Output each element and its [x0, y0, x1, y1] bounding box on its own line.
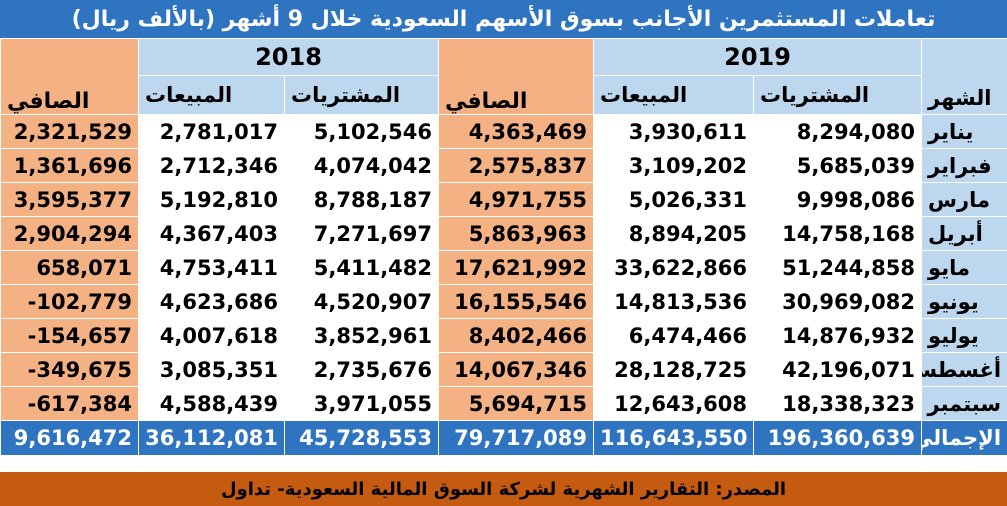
table-row: أبريل 14,758,168 8,894,205 5,863,963 7,271,6…	[0, 216, 1007, 251]
table-row: مايو 51,244,858 33,622,866 17,621,992 5,411,…	[0, 250, 1007, 285]
sales-2019-cell: 3,930,611	[593, 114, 755, 149]
purchases-2018-cell: 5,102,546	[284, 114, 440, 149]
sales-2019-cell: 28,128,725	[593, 352, 755, 387]
purchases-2019-header: المشتريات	[753, 75, 923, 115]
purchases-2018-cell: 2,735,676	[284, 352, 440, 387]
sales-2018-cell: 5,192,810	[137, 182, 286, 217]
purchases-2018-cell: 8,788,187	[284, 182, 440, 217]
net-2019-cell: 8,402,466	[438, 318, 595, 353]
table-row: يونيو 30,969,082 14,813,536 16,155,546 4,520…	[0, 284, 1007, 319]
net-2019-cell: 16,155,546	[438, 284, 595, 319]
sales-2018-header: المبيعات	[137, 75, 286, 115]
net-2019-header: الصافي	[438, 38, 595, 115]
sales-2018-cell: 2,781,017	[137, 114, 286, 149]
purchases-2019-cell: 51,244,858	[753, 250, 923, 285]
source-footer: المصدر: التقارير الشهرية لشركة السوق الم…	[0, 472, 1007, 506]
net-2018-cell: -349,675	[0, 352, 139, 387]
purchases-2018-cell: 4,074,042	[284, 148, 440, 183]
purchases-2019-cell: 14,876,932	[753, 318, 923, 353]
total-net-2018-cell: 9,616,472	[0, 420, 139, 456]
total-purchases-2018-cell: 45,728,553	[284, 420, 440, 456]
purchases-2018-cell: 3,852,961	[284, 318, 440, 353]
sales-2019-cell: 14,813,536	[593, 284, 755, 319]
table-row: مارس 9,998,086 5,026,331 4,971,755 8,788,187…	[0, 182, 1007, 217]
total-label-cell: الإجمالي	[921, 420, 1007, 456]
total-net-2019-cell: 79,717,089	[438, 420, 595, 456]
foreign-investors-table: الشهر 2019 الصافي 2018 الصافي المشتريات …	[0, 38, 1007, 456]
sales-2018-cell: 4,623,686	[137, 284, 286, 319]
net-2019-cell: 5,694,715	[438, 386, 595, 421]
net-2019-cell: 14,067,346	[438, 352, 595, 387]
sales-2019-header: المبيعات	[593, 75, 755, 115]
month-column-header: الشهر	[921, 38, 1007, 115]
report-title: تعاملات المستثمرين الأجانب بسوق الأسهم ا…	[0, 0, 1007, 38]
purchases-2018-cell: 3,971,055	[284, 386, 440, 421]
subheader-row: المشتريات المبيعات المشتريات المبيعات	[1, 75, 1007, 115]
net-2018-cell: 2,904,294	[0, 216, 139, 251]
net-2018-cell: 3,595,377	[0, 182, 139, 217]
year-header-row: الشهر 2019 الصافي 2018 الصافي	[0, 38, 1007, 115]
table-row: يوليو 14,876,932 6,474,466 8,402,466 3,852,9…	[0, 318, 1007, 353]
net-2018-cell: 2,321,529	[0, 114, 139, 149]
total-sales-2018-cell: 36,112,081	[137, 420, 286, 456]
sales-2019-cell: 3,109,202	[593, 148, 755, 183]
year-2018-header: 2018	[137, 38, 440, 76]
sales-2019-cell: 8,894,205	[593, 216, 755, 251]
net-2018-cell: -617,384	[0, 386, 139, 421]
month-cell: أغسطس	[921, 352, 1007, 387]
month-cell: يناير	[921, 114, 1007, 149]
sales-2018-cell: 2,712,346	[137, 148, 286, 183]
month-cell: يوليو	[921, 318, 1007, 353]
net-2019-cell: 4,971,755	[438, 182, 595, 217]
net-2018-cell: 658,071	[0, 250, 139, 285]
table-row: فبراير 5,685,039 3,109,202 2,575,837 4,074,0…	[0, 148, 1007, 183]
total-purchases-2019-cell: 196,360,639	[753, 420, 923, 456]
purchases-2018-cell: 5,411,482	[284, 250, 440, 285]
sales-2019-cell: 33,622,866	[593, 250, 755, 285]
month-cell: فبراير	[921, 148, 1007, 183]
purchases-2019-cell: 14,758,168	[753, 216, 923, 251]
month-cell: مارس	[921, 182, 1007, 217]
table-row: يناير 8,294,080 3,930,611 4,363,469 5,102,54…	[0, 114, 1007, 149]
purchases-2018-cell: 4,520,907	[284, 284, 440, 319]
sales-2018-cell: 4,588,439	[137, 386, 286, 421]
net-2018-cell: -154,657	[0, 318, 139, 353]
month-cell: سبتمبر	[921, 386, 1007, 421]
sales-2019-cell: 12,643,608	[593, 386, 755, 421]
sales-2018-cell: 3,085,351	[137, 352, 286, 387]
purchases-2019-cell: 8,294,080	[753, 114, 923, 149]
sales-2018-cell: 4,007,618	[137, 318, 286, 353]
purchases-2019-cell: 9,998,086	[753, 182, 923, 217]
net-2018-cell: 1,361,696	[0, 148, 139, 183]
purchases-2018-cell: 7,271,697	[284, 216, 440, 251]
sales-2019-cell: 6,474,466	[593, 318, 755, 353]
month-cell: أبريل	[921, 216, 1007, 251]
purchases-2019-cell: 5,685,039	[753, 148, 923, 183]
sales-2019-cell: 5,026,331	[593, 182, 755, 217]
sales-2018-cell: 4,753,411	[137, 250, 286, 285]
total-row: الإجمالي196,360,639116,643,55079,717,089…	[0, 420, 1007, 456]
month-cell: يونيو	[921, 284, 1007, 319]
purchases-2019-cell: 30,969,082	[753, 284, 923, 319]
purchases-2019-cell: 42,196,071	[753, 352, 923, 387]
table-row: أغسطس42,196,07128,128,72514,067,3462,735…	[0, 352, 1007, 387]
net-2018-cell: -102,779	[0, 284, 139, 319]
net-2019-cell: 17,621,992	[438, 250, 595, 285]
total-sales-2019-cell: 116,643,550	[593, 420, 755, 456]
table-row: سبتمبر 18,338,323 12,643,608 5,694,715 3,971…	[0, 386, 1007, 421]
net-2019-cell: 2,575,837	[438, 148, 595, 183]
year-2019-header: 2019	[593, 38, 923, 76]
purchases-2018-header: المشتريات	[284, 75, 440, 115]
purchases-2019-cell: 18,338,323	[753, 386, 923, 421]
sales-2018-cell: 4,367,403	[137, 216, 286, 251]
net-2018-header: الصافي	[0, 38, 139, 115]
month-cell: مايو	[921, 250, 1007, 285]
net-2019-cell: 4,363,469	[438, 114, 595, 149]
net-2019-cell: 5,863,963	[438, 216, 595, 251]
